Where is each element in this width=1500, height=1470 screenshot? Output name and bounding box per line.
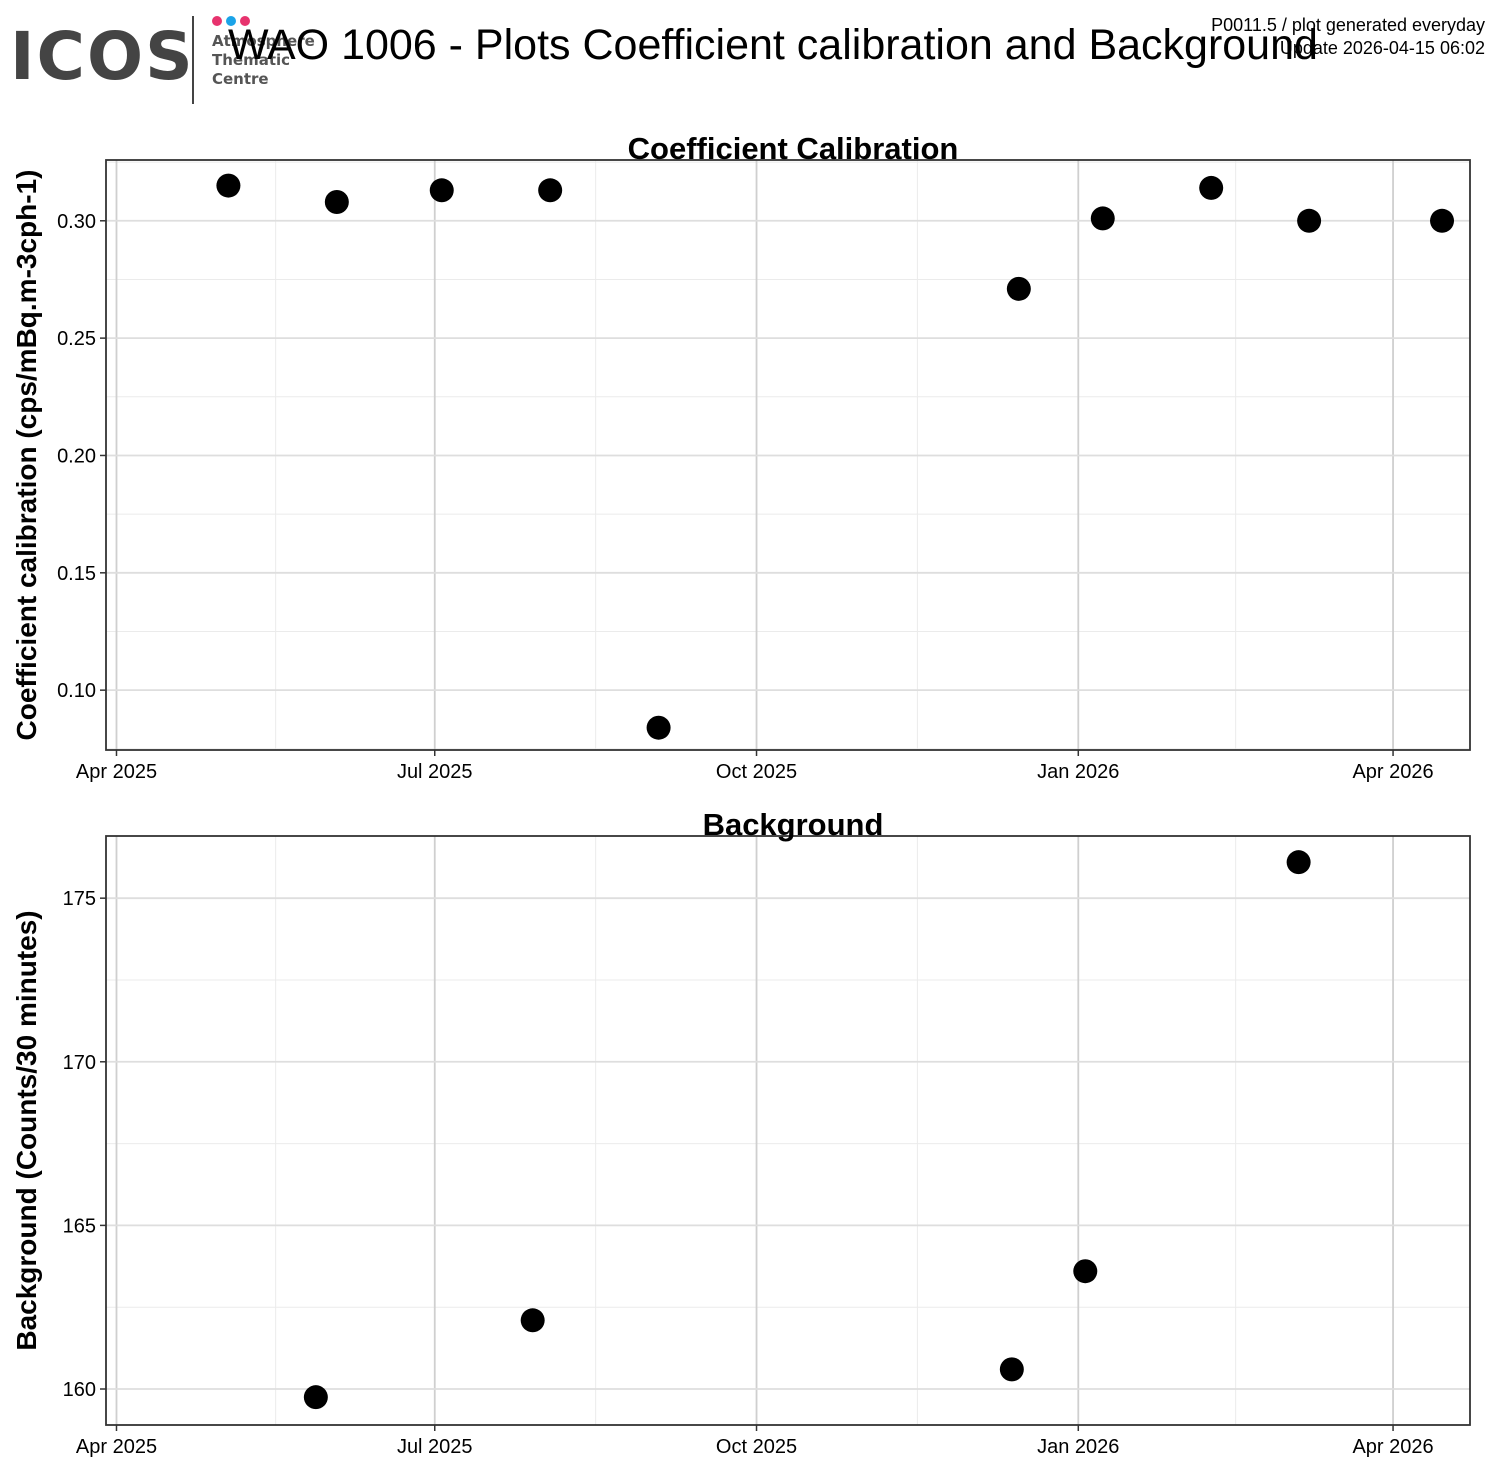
y-tick-label: 0.15 bbox=[57, 563, 96, 585]
x-tick-label: Jul 2025 bbox=[397, 761, 473, 783]
plot-border bbox=[105, 835, 1471, 1426]
y-tick-label: 0.20 bbox=[57, 445, 96, 467]
x-tick-label: Apr 2026 bbox=[1352, 1436, 1433, 1458]
chart-title: Background bbox=[703, 807, 884, 842]
y-tick-label: 165 bbox=[63, 1215, 96, 1237]
y-axis-label: Background (Counts/30 minutes) bbox=[11, 910, 42, 1350]
data-point bbox=[999, 1357, 1024, 1382]
x-tick-label: Apr 2025 bbox=[76, 1436, 157, 1458]
data-point bbox=[1286, 850, 1311, 875]
x-tick-label: Apr 2026 bbox=[1352, 761, 1433, 783]
x-tick-label: Jan 2026 bbox=[1037, 1436, 1119, 1458]
y-axis-label: Coefficient calibration (cps/mBq.m-3cph-… bbox=[11, 170, 42, 741]
chart-title: Coefficient Calibration bbox=[628, 131, 959, 166]
y-tick-label: 175 bbox=[63, 888, 96, 910]
page-title: WAO 1006 - Plots Coefficient calibration… bbox=[228, 21, 1318, 69]
x-tick-label: Oct 2025 bbox=[716, 761, 797, 783]
data-point bbox=[538, 178, 563, 203]
page-header: ICOS Atmosphere Thematic Centre WAO 1006… bbox=[0, 0, 1500, 110]
y-tick-label: 170 bbox=[63, 1052, 96, 1074]
logo-dot bbox=[212, 16, 222, 26]
logo-subtitle-line: Atmosphere bbox=[212, 32, 315, 50]
y-tick-label: 0.30 bbox=[57, 211, 96, 233]
y-tick-label: 160 bbox=[63, 1379, 96, 1401]
x-tick-label: Jul 2025 bbox=[397, 1436, 473, 1458]
logo-subtitle-line: Thematic bbox=[212, 51, 291, 69]
data-point bbox=[1199, 175, 1224, 200]
logo-subtitle: Atmosphere Thematic Centre bbox=[212, 32, 315, 89]
data-point bbox=[520, 1308, 545, 1333]
data-point bbox=[324, 190, 349, 215]
y-tick-label: 0.25 bbox=[57, 328, 96, 350]
logo-wordmark: ICOS bbox=[10, 18, 195, 95]
data-point bbox=[216, 173, 241, 198]
data-point bbox=[1006, 276, 1031, 301]
data-point bbox=[1297, 208, 1322, 233]
logo-subtitle-line: Centre bbox=[212, 70, 269, 88]
data-point bbox=[1430, 208, 1455, 233]
logo-dot bbox=[226, 16, 236, 26]
data-point bbox=[429, 178, 454, 203]
chart-panel: Apr 2025 Jul 2025 Oct 2025 Jan 2026 Apr 2026… bbox=[11, 131, 1471, 783]
icos-logo: ICOS Atmosphere Thematic Centre bbox=[10, 14, 330, 106]
data-point bbox=[303, 1385, 328, 1410]
logo-dot bbox=[240, 16, 250, 26]
plot-info: P0011.5 / plot generated everyday Update… bbox=[1211, 14, 1485, 60]
logo-divider bbox=[192, 16, 194, 104]
update-timestamp: Update 2026-04-15 06:02 bbox=[1279, 38, 1485, 58]
data-point bbox=[1073, 1259, 1098, 1284]
y-tick-label: 0.10 bbox=[57, 680, 96, 702]
data-point bbox=[1090, 206, 1115, 231]
chart-panel: Apr 2025 Jul 2025 Oct 2025 Jan 2026 Apr 2026… bbox=[11, 807, 1471, 1458]
plot-code-text: P0011.5 / plot generated everyday bbox=[1211, 15, 1485, 35]
x-tick-label: Oct 2025 bbox=[716, 1436, 797, 1458]
x-tick-label: Apr 2025 bbox=[76, 761, 157, 783]
x-tick-label: Jan 2026 bbox=[1037, 761, 1119, 783]
data-point bbox=[646, 715, 671, 740]
plot-border bbox=[105, 159, 1471, 751]
